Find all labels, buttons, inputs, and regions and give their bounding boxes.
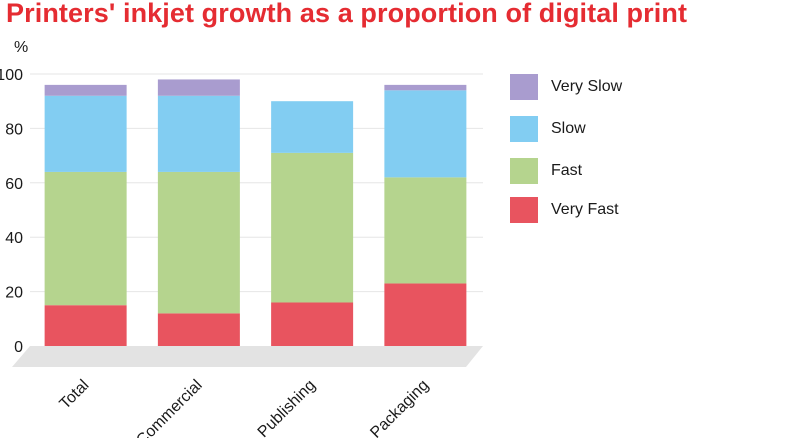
bar-total-fast <box>44 171 127 306</box>
bar-packaging-fast <box>384 177 467 284</box>
legend-swatch-fast <box>510 158 538 184</box>
bar-total-very-fast <box>44 305 127 346</box>
bar-packaging-very-slow <box>384 84 467 91</box>
y-axis-label: % <box>14 39 28 56</box>
bar-packaging-slow <box>384 90 467 178</box>
x-tick-label-publishing: Publishing <box>255 377 319 438</box>
legend: Very Slow Slow Fast Very Fast <box>510 74 680 234</box>
y-tick-label-80: 80 <box>5 121 23 138</box>
bar-commercial-slow <box>157 95 240 172</box>
x-tick-label-packaging: Packaging <box>367 377 432 438</box>
bar-publishing-fast <box>271 152 354 303</box>
y-tick-label-20: 20 <box>5 285 23 302</box>
legend-swatch-very-fast <box>510 197 538 223</box>
y-tick-label-60: 60 <box>5 176 23 193</box>
bar-commercial-very-fast <box>157 313 240 346</box>
y-tick-labels: 0 20 40 60 80 100 <box>0 67 23 356</box>
bar-stacks <box>44 79 467 346</box>
legend-label-fast: Fast <box>551 162 583 179</box>
legend-swatch-slow <box>510 116 538 142</box>
bar-publishing-slow <box>271 101 354 153</box>
y-tick-label-40: 40 <box>5 230 23 247</box>
bar-commercial-fast <box>157 171 240 314</box>
floor-plane <box>12 346 483 367</box>
legend-item-very-slow: Very Slow <box>510 74 622 100</box>
legend-label-very-fast: Very Fast <box>551 201 619 218</box>
x-tick-label-total: Total <box>57 377 93 413</box>
legend-swatch-very-slow <box>510 74 538 100</box>
legend-label-slow: Slow <box>551 120 586 137</box>
bar-total-very-slow <box>44 84 127 96</box>
bar-commercial-very-slow <box>157 79 240 96</box>
chart-title: Printers' inkjet growth as a proportion … <box>6 0 688 28</box>
legend-item-fast: Fast <box>510 158 582 184</box>
y-tick-label-0: 0 <box>14 339 23 356</box>
legend-label-very-slow: Very Slow <box>551 78 623 95</box>
y-tick-label-100: 100 <box>0 67 23 84</box>
legend-item-very-fast: Very Fast <box>510 197 619 223</box>
legend-item-slow: Slow <box>510 116 586 142</box>
x-tick-label-commercial: Commercial <box>133 377 205 438</box>
bar-packaging-very-fast <box>384 283 467 346</box>
x-tick-labels: Total Commercial Publishing Packaging <box>57 377 433 438</box>
bar-publishing-very-fast <box>271 302 354 346</box>
bar-total-slow <box>44 95 127 172</box>
